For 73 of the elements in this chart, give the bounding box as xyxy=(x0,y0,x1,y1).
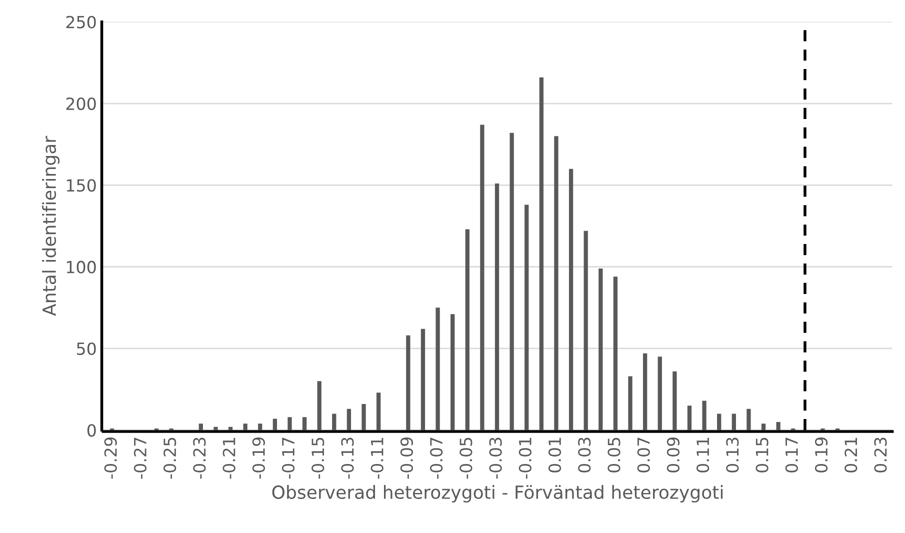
x-tick-label: 0.19 xyxy=(814,438,828,472)
bar xyxy=(746,408,751,430)
y-tick-label: 100 xyxy=(66,260,96,274)
bar xyxy=(436,308,440,430)
bar xyxy=(524,204,529,430)
bar xyxy=(317,381,322,430)
x-tick-label: -0.11 xyxy=(370,438,384,479)
bar xyxy=(480,124,484,430)
y-tick-label: 0 xyxy=(87,424,96,437)
bar xyxy=(539,77,544,430)
bar xyxy=(702,400,706,430)
bar xyxy=(554,136,558,430)
x-tick-label: -0.05 xyxy=(460,438,472,479)
bar xyxy=(642,353,648,430)
bar xyxy=(406,335,410,430)
x-tick-label: 0.01 xyxy=(548,438,562,472)
x-tick-label: -0.13 xyxy=(341,438,354,479)
x-tick-label: -0.15 xyxy=(312,438,324,479)
x-tick-label: 0.23 xyxy=(874,438,887,472)
bar xyxy=(598,268,603,430)
x-tick-label: -0.03 xyxy=(489,438,502,479)
x-tick-label: -0.21 xyxy=(222,438,236,479)
y-tick-label: 200 xyxy=(66,97,96,110)
y-axis-title: Antal identifieringar xyxy=(42,136,60,316)
bar xyxy=(658,356,662,430)
x-tick-label: -0.25 xyxy=(164,438,176,479)
x-tick-label: -0.01 xyxy=(518,438,532,479)
x-axis-title: Observerad heterozygoti - Förväntad heterozygoti xyxy=(272,485,723,503)
bar xyxy=(568,168,574,430)
bar xyxy=(346,408,352,430)
bar xyxy=(465,229,470,430)
bar xyxy=(672,371,677,430)
bar xyxy=(302,417,307,430)
bar xyxy=(494,184,500,430)
y-tick-label: 150 xyxy=(66,179,96,192)
x-tick-label: 0.17 xyxy=(785,438,798,472)
bar xyxy=(450,314,455,430)
y-tick-label: 250 xyxy=(66,16,96,28)
x-tick-label: -0.09 xyxy=(400,438,414,479)
bar xyxy=(510,132,514,430)
bar xyxy=(776,422,780,430)
x-tick-label: -0.23 xyxy=(193,438,206,479)
bar xyxy=(687,406,692,430)
bar xyxy=(420,328,426,430)
bar xyxy=(198,424,203,430)
x-tick-label: 0.21 xyxy=(844,438,858,472)
y-tick-label: 50 xyxy=(77,342,96,356)
x-tick-label: 0.07 xyxy=(637,438,650,472)
x-tick-label: -0.27 xyxy=(134,438,146,479)
x-tick-label: -0.07 xyxy=(430,438,443,479)
bar xyxy=(258,424,262,430)
bar xyxy=(628,376,632,430)
bar xyxy=(613,276,618,430)
bar xyxy=(761,424,766,430)
bar xyxy=(243,424,248,430)
x-tick-label: 0.05 xyxy=(608,438,620,472)
bar xyxy=(376,392,381,430)
bar xyxy=(362,404,366,430)
x-tick-label: -0.29 xyxy=(104,438,117,479)
bar xyxy=(332,414,336,430)
bar xyxy=(717,414,722,430)
x-tick-label: -0.19 xyxy=(252,438,265,479)
x-tick-label: 0.03 xyxy=(578,438,591,472)
bar xyxy=(732,414,736,430)
x-tick-label: 0.15 xyxy=(756,438,768,472)
x-tick-label: 0.11 xyxy=(696,438,710,472)
x-tick-label: 0.13 xyxy=(726,438,739,472)
bar xyxy=(584,230,588,430)
x-tick-label: -0.17 xyxy=(282,438,295,479)
x-tick-label: 0.09 xyxy=(666,438,680,472)
bar xyxy=(272,418,277,430)
bar xyxy=(214,426,218,430)
bar xyxy=(288,417,292,430)
